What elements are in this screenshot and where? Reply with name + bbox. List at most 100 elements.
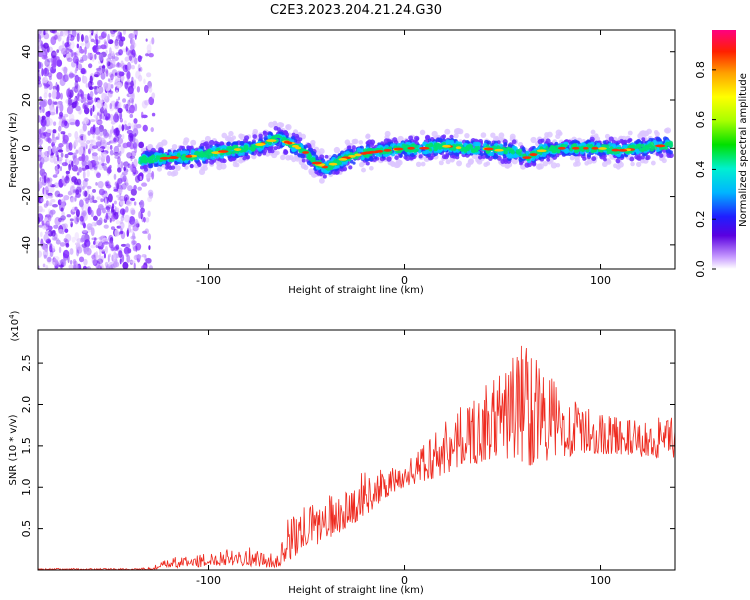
noise-speck	[83, 258, 88, 266]
noise-speck	[70, 106, 73, 110]
noise-speck	[75, 192, 81, 199]
noise-speck	[133, 79, 137, 86]
noise-speck	[104, 245, 109, 254]
noise-speck	[92, 133, 95, 139]
ridge-cell	[171, 152, 176, 157]
noise-speck	[64, 120, 68, 127]
ridge-cell	[606, 147, 610, 151]
noise-speck	[52, 174, 58, 178]
ridge-cell	[399, 153, 403, 158]
noise-speck	[136, 86, 141, 93]
ridge-cell	[322, 174, 327, 179]
snr-y-tick-label: 1.5	[20, 437, 33, 455]
noise-speck	[46, 58, 54, 63]
noise-speck	[115, 219, 120, 225]
noise-speck	[58, 246, 62, 254]
ridge-cell	[232, 161, 238, 168]
noise-speck	[83, 117, 90, 125]
ridge-cell	[171, 158, 175, 162]
noise-speck	[101, 237, 109, 243]
ridge-cell	[414, 149, 418, 153]
noise-speck	[43, 92, 48, 99]
noise-speck	[43, 175, 47, 184]
noise-speck	[147, 210, 151, 217]
noise-speck	[61, 162, 68, 167]
colorbar-label: Normalized spectral amplitude	[738, 73, 749, 227]
ridge-cell	[333, 146, 341, 154]
noise-speck	[78, 47, 82, 52]
noise-speck	[93, 114, 99, 119]
noise-speck	[126, 61, 132, 71]
noise-speck	[44, 231, 50, 235]
noise-speck	[86, 223, 93, 231]
noise-speck	[97, 39, 101, 44]
noise-speck	[115, 127, 120, 136]
ridge-cell	[646, 145, 650, 149]
noise-speck	[133, 118, 138, 124]
noise-speck	[129, 135, 134, 144]
noise-speck	[111, 58, 116, 64]
noise-speck	[68, 163, 72, 171]
noise-speck	[124, 81, 131, 85]
noise-speck	[97, 147, 103, 152]
noise-speck	[92, 45, 98, 53]
ridge-cell	[311, 157, 315, 161]
ridge-cell	[208, 139, 215, 146]
noise-speck	[113, 112, 118, 122]
ridge-cell	[515, 149, 520, 154]
noise-speck	[89, 143, 94, 151]
ridge-cell	[470, 144, 474, 148]
noise-speck	[41, 54, 48, 60]
noise-speck	[59, 30, 64, 37]
noise-speck	[118, 150, 122, 157]
noise-speck	[132, 240, 137, 245]
noise-speck	[125, 206, 129, 213]
ridge-cell	[465, 144, 471, 149]
noise-speck	[42, 263, 46, 268]
ridge-cell	[415, 161, 422, 168]
noise-speck	[51, 145, 57, 154]
ridge-cell	[228, 130, 234, 137]
ridge-cell	[210, 153, 214, 157]
noise-speck	[89, 75, 93, 84]
snr-scale-close: )	[10, 310, 21, 314]
noise-speck	[87, 206, 91, 214]
noise-speck	[75, 189, 80, 195]
noise-speck	[138, 211, 142, 219]
ridge-cell	[468, 158, 475, 165]
ridge-cell	[263, 131, 269, 137]
noise-speck	[104, 30, 107, 34]
noise-speck	[74, 231, 80, 241]
noise-speck	[105, 70, 109, 77]
noise-speck	[41, 172, 45, 180]
noise-speck	[108, 240, 114, 249]
noise-speck	[58, 159, 62, 164]
ridge-cell	[318, 177, 325, 184]
ridge-cell	[308, 157, 312, 161]
noise-speck	[64, 30, 69, 36]
noise-speck	[146, 44, 152, 53]
snr-x-tick-label: -100	[196, 574, 221, 587]
noise-speck	[125, 160, 128, 169]
noise-speck	[144, 84, 149, 94]
noise-speck	[105, 212, 109, 220]
noise-speck	[41, 99, 48, 107]
noise-speck	[47, 137, 52, 144]
noise-speck	[133, 57, 138, 65]
ridge-peak	[455, 146, 462, 150]
noise-speck	[97, 203, 104, 211]
noise-speck	[59, 242, 66, 247]
ridge-cell	[298, 149, 302, 153]
noise-speck	[109, 102, 113, 110]
noise-speck	[82, 123, 87, 132]
noise-speck	[39, 106, 42, 110]
ridge-cell	[189, 164, 194, 169]
noise-speck	[68, 87, 71, 96]
ridge-cell	[438, 160, 444, 166]
noise-speck	[91, 152, 98, 157]
noise-speck	[92, 199, 98, 204]
noise-speck	[56, 164, 60, 170]
noise-speck	[52, 88, 57, 98]
noise-speck	[67, 97, 73, 107]
noise-speck	[49, 155, 55, 163]
